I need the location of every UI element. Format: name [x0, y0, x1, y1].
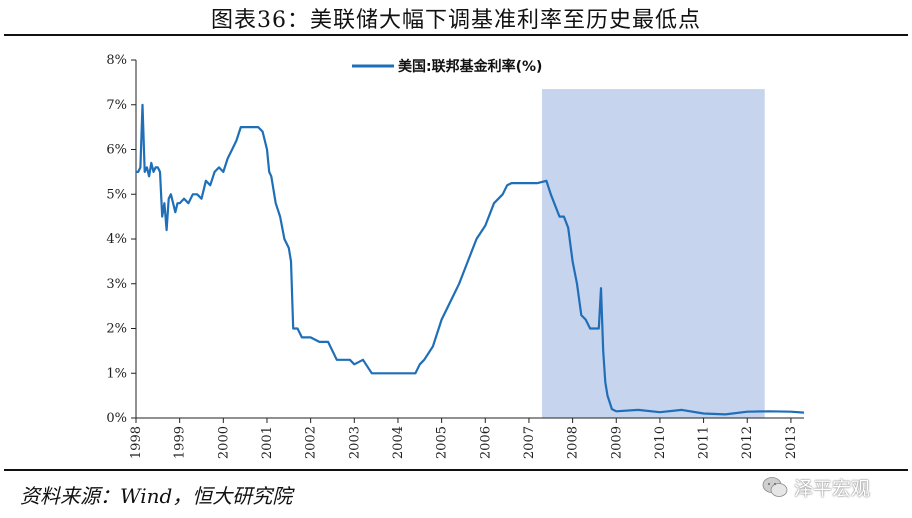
x-tick-label: 2005 [435, 426, 450, 459]
legend-label: 美国:联邦基金利率(%) [398, 58, 542, 75]
wechat-logo-icon [762, 477, 788, 497]
x-tick-label: 2007 [522, 426, 537, 459]
x-axis: 1998 1999 2000 2001 2002 2003 2004 2005 2006 2007… [129, 418, 799, 459]
y-tick-label: 2% [106, 322, 127, 337]
x-tick-label: 2011 [697, 426, 712, 459]
shaded-region [542, 89, 765, 419]
y-tick-label: 0% [106, 411, 127, 426]
x-tick-label: 2009 [609, 426, 624, 459]
x-tick-label: 2001 [260, 426, 275, 459]
x-tick-label: 2003 [347, 426, 362, 459]
x-tick-label: 2004 [391, 426, 406, 459]
watermark: 泽平宏观 [762, 472, 870, 502]
y-tick-label: 8% [106, 53, 127, 68]
y-tick-label: 1% [106, 366, 127, 381]
x-tick-label: 2013 [784, 426, 799, 459]
chart-title: 图表36：美联储大幅下调基准利率至历史最低点 [211, 8, 701, 33]
x-tick-label: 2012 [740, 426, 755, 459]
y-tick-label: 5% [106, 187, 127, 202]
x-tick-label: 2000 [216, 426, 231, 459]
bottom-rule [4, 469, 908, 471]
source-note: 资料来源：Wind，恒大研究院 [20, 484, 293, 508]
x-tick-label: 2010 [653, 426, 668, 459]
y-tick-label: 3% [106, 277, 127, 292]
x-tick-label: 2008 [566, 426, 581, 459]
x-tick-label: 1999 [173, 426, 188, 459]
y-tick-label: 6% [106, 143, 127, 158]
watermark-text: 泽平宏观 [794, 477, 871, 500]
x-tick-label: 2006 [478, 426, 493, 459]
x-tick-label: 1998 [129, 426, 144, 459]
top-rule [4, 34, 908, 36]
x-tick-label: 2002 [304, 426, 319, 459]
legend: 美国:联邦基金利率(%) [352, 58, 542, 75]
series-line-fed-funds-rate [136, 103, 805, 416]
y-tick-label: 7% [106, 98, 127, 113]
y-axis: 0% 1% 2% 3% 4% 5% 6% 7% 8% [106, 53, 136, 426]
y-tick-label: 4% [106, 232, 127, 247]
